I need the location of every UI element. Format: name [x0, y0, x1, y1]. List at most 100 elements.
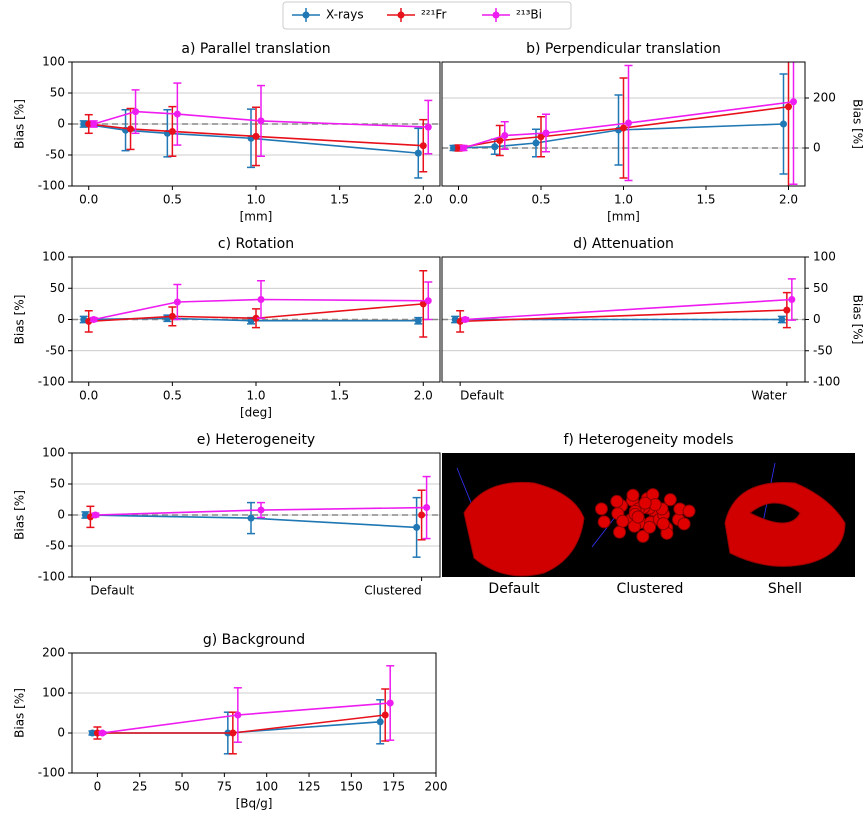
- y-tick-label: 50: [813, 281, 828, 295]
- marker: [168, 127, 176, 135]
- panel-title: d) Attenuation: [573, 236, 674, 252]
- model-clustered: [677, 517, 691, 531]
- marker: [625, 119, 632, 127]
- caption: Clustered: [617, 581, 684, 597]
- panel-title: e) Heterogeneity: [197, 432, 315, 448]
- x-tick-label: 1.0: [614, 193, 633, 207]
- axes-frame: [441, 61, 806, 187]
- y-axis-label: Bias [%]: [13, 295, 27, 345]
- model-clustered: [663, 493, 677, 507]
- y-tick-label: -100: [38, 375, 65, 389]
- y-tick-label: 200: [42, 646, 65, 660]
- x-tick-label: 175: [382, 780, 405, 794]
- plot-area: [79, 82, 433, 179]
- panel-title: f) Heterogeneity models: [563, 432, 733, 448]
- marker: [381, 711, 389, 719]
- legend-marker: [492, 11, 500, 19]
- y-tick-label: 50: [50, 477, 65, 491]
- panel-title: b) Perpendicular translation: [526, 41, 721, 57]
- legend-label: ²²¹Fr: [421, 8, 446, 22]
- y-tick-label: 100: [42, 686, 65, 700]
- x-tick-label: 0: [94, 780, 102, 794]
- marker: [168, 312, 176, 320]
- y-tick-label: 100: [42, 446, 65, 460]
- model-clustered: [616, 514, 630, 528]
- axes-frame: [441, 256, 806, 383]
- plot-area: [88, 665, 395, 755]
- x-tick-label: Default: [90, 584, 134, 598]
- marker: [620, 124, 627, 132]
- series-line: [92, 721, 381, 734]
- caption: Default: [488, 581, 540, 597]
- y-tick-label: -50: [45, 343, 65, 357]
- y-axis-label: Bias [%]: [13, 490, 27, 540]
- y-tick-label: 0: [57, 312, 65, 326]
- x-tick-label: 0.0: [79, 193, 98, 207]
- marker: [419, 142, 427, 150]
- y-tick-label: 100: [42, 55, 65, 69]
- x-tick-label: 1.5: [696, 193, 715, 207]
- marker: [450, 144, 457, 152]
- y-tick-label: -100: [38, 766, 65, 780]
- marker: [785, 103, 792, 111]
- marker: [90, 316, 98, 323]
- marker: [418, 511, 426, 519]
- model-clustered: [638, 496, 652, 510]
- legend-box: [282, 1, 572, 30]
- x-tick-label: 1.0: [246, 389, 265, 403]
- x-tick-label: Clustered: [364, 584, 421, 598]
- marker: [788, 296, 796, 303]
- y-tick-label: -100: [38, 179, 65, 193]
- model-clustered: [656, 517, 670, 531]
- x-tick-label: 1.5: [330, 193, 349, 207]
- marker: [532, 139, 540, 147]
- marker: [90, 120, 98, 128]
- legend-label: ²¹³Bi: [516, 8, 542, 22]
- x-tick-label: 0.5: [163, 389, 182, 403]
- marker: [247, 514, 255, 522]
- x-tick-label: 50: [174, 780, 189, 794]
- y-tick-label: 200: [813, 91, 836, 105]
- x-tick-label: 1.5: [330, 389, 349, 403]
- marker: [80, 120, 88, 128]
- panel-title: c) Rotation: [218, 236, 294, 252]
- marker: [386, 699, 394, 707]
- y-tick-label: 0: [813, 141, 821, 155]
- x-axis-label: [deg]: [240, 406, 272, 420]
- marker: [127, 125, 135, 133]
- marker: [173, 110, 181, 118]
- plot-area: [79, 270, 433, 338]
- marker: [85, 120, 93, 128]
- x-tick-label: 1.0: [246, 193, 265, 207]
- marker: [542, 129, 550, 137]
- marker: [783, 306, 791, 314]
- marker: [424, 297, 432, 305]
- marker: [376, 718, 384, 726]
- series-line: [88, 303, 424, 323]
- marker: [257, 296, 265, 303]
- marker: [501, 132, 509, 139]
- legend-marker: [397, 11, 405, 19]
- axes-frame: [71, 652, 437, 774]
- marker: [257, 117, 265, 125]
- marker: [414, 149, 422, 157]
- y-tick-label: -50: [45, 148, 65, 162]
- marker: [460, 144, 467, 152]
- plot-area: [81, 475, 431, 558]
- x-tick-label: 2.0: [414, 389, 433, 403]
- x-tick-label: 25: [132, 780, 147, 794]
- x-tick-label: 0.0: [79, 389, 98, 403]
- marker: [234, 711, 242, 719]
- marker: [257, 506, 265, 514]
- axes-frame: [71, 61, 441, 187]
- x-tick-label: 75: [217, 780, 232, 794]
- marker: [423, 504, 431, 512]
- x-tick-label: Default: [460, 389, 504, 403]
- panel-title: a) Parallel translation: [181, 41, 330, 57]
- marker: [419, 300, 427, 308]
- caption: Shell: [768, 581, 802, 597]
- model-clustered: [682, 504, 696, 518]
- model-clustered: [597, 515, 611, 529]
- x-tick-label: 2.0: [414, 193, 433, 207]
